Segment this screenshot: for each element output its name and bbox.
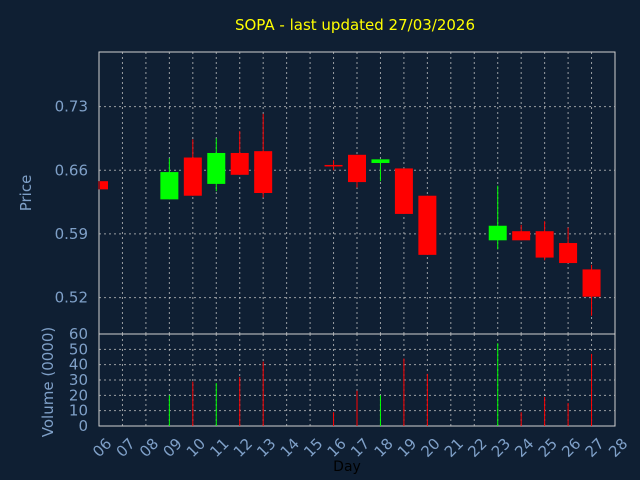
x-tick-labels: 0607080910111213141516171819202122232425… bbox=[89, 435, 631, 461]
x-tick-label: 28 bbox=[605, 435, 631, 461]
x-tick-label: 23 bbox=[488, 435, 514, 461]
candle-body bbox=[324, 164, 343, 167]
candle-body bbox=[582, 269, 601, 297]
x-tick-label: 26 bbox=[558, 435, 584, 461]
candle-body bbox=[230, 152, 249, 175]
candles bbox=[98, 113, 601, 316]
volume-axis-label: Volume (0000) bbox=[39, 327, 57, 437]
candle-body bbox=[183, 157, 202, 196]
volume-tick-label: 10 bbox=[69, 402, 88, 420]
x-tick-label: 13 bbox=[253, 435, 279, 461]
x-tick-label: 11 bbox=[206, 435, 232, 461]
x-tick-label: 20 bbox=[417, 435, 443, 461]
candle-body bbox=[512, 231, 531, 241]
volume-tick-label: 0 bbox=[78, 417, 88, 435]
x-tick-label: 17 bbox=[347, 435, 373, 461]
x-tick-label: 15 bbox=[300, 435, 326, 461]
candle-body bbox=[254, 151, 273, 193]
x-tick-label: 08 bbox=[136, 435, 162, 461]
volume-tick-label: 40 bbox=[69, 356, 88, 374]
x-tick-label: 07 bbox=[113, 435, 139, 461]
x-tick-label: 18 bbox=[371, 435, 397, 461]
volume-tick-label: 30 bbox=[69, 371, 88, 389]
x-tick-label: 22 bbox=[464, 435, 490, 461]
price-axis-label: Price bbox=[17, 175, 35, 212]
x-tick-label: 09 bbox=[159, 435, 185, 461]
x-tick-label: 24 bbox=[511, 435, 537, 461]
volume-tick-label: 50 bbox=[69, 340, 88, 358]
price-tick-label: 0.73 bbox=[55, 98, 88, 116]
price-tick-labels: 0.52 0.59 0.66 0.73 bbox=[55, 98, 88, 307]
x-tick-label: 19 bbox=[394, 435, 420, 461]
x-tick-label: 06 bbox=[89, 435, 115, 461]
x-tick-label: 12 bbox=[230, 435, 256, 461]
candle-body bbox=[418, 195, 437, 255]
volume-tick-label: 20 bbox=[69, 386, 88, 404]
x-tick-label: 14 bbox=[277, 435, 303, 461]
candle-body bbox=[371, 159, 390, 163]
x-tick-label: 10 bbox=[183, 435, 209, 461]
candle-body bbox=[394, 168, 413, 214]
x-tick-label: 21 bbox=[441, 435, 467, 461]
x-tick-label: 16 bbox=[324, 435, 350, 461]
volume-tick-label: 60 bbox=[69, 325, 88, 343]
candle-body bbox=[100, 181, 108, 190]
candle-body bbox=[535, 231, 554, 258]
price-tick-label: 0.52 bbox=[55, 289, 88, 307]
x-axis-label: Day bbox=[333, 459, 361, 475]
price-tick-label: 0.59 bbox=[55, 225, 88, 243]
price-tick-label: 0.66 bbox=[55, 161, 88, 179]
candle-body bbox=[559, 243, 578, 264]
candle-body bbox=[207, 152, 226, 184]
x-tick-label: 25 bbox=[535, 435, 561, 461]
candle-body bbox=[348, 154, 366, 183]
x-tick-label: 27 bbox=[582, 435, 608, 461]
candle-body bbox=[488, 225, 507, 241]
volume-bars bbox=[168, 343, 593, 426]
chart-title: SOPA - last updated 27/03/2026 bbox=[235, 16, 475, 34]
candle-body bbox=[160, 172, 179, 200]
